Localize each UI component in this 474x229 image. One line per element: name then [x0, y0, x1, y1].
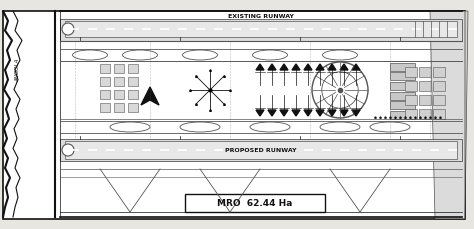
Polygon shape — [352, 111, 360, 117]
Polygon shape — [328, 111, 336, 117]
Text: ANGOLA: ANGOLA — [16, 58, 20, 81]
Bar — [433, 68, 445, 78]
Polygon shape — [304, 111, 312, 117]
Bar — [128, 65, 138, 74]
Bar — [405, 68, 417, 78]
Circle shape — [62, 24, 74, 36]
Bar — [390, 63, 415, 71]
Bar — [419, 68, 431, 78]
Polygon shape — [256, 65, 264, 71]
Bar — [405, 95, 417, 106]
Bar — [114, 104, 124, 112]
Bar — [114, 78, 124, 87]
Bar — [128, 78, 138, 87]
Polygon shape — [316, 111, 324, 117]
Bar — [100, 65, 110, 74]
Text: PROPOSED RUNWAY: PROPOSED RUNWAY — [225, 148, 297, 153]
Bar — [60, 139, 462, 161]
Polygon shape — [141, 88, 159, 106]
Bar — [419, 82, 431, 92]
Bar — [128, 91, 138, 100]
Bar — [433, 82, 445, 92]
Bar — [390, 112, 415, 120]
Bar — [390, 92, 415, 100]
Bar — [185, 194, 325, 212]
Polygon shape — [430, 12, 468, 219]
Bar — [65, 141, 457, 159]
Bar — [100, 91, 110, 100]
Bar — [100, 78, 110, 87]
Polygon shape — [316, 65, 324, 71]
Polygon shape — [280, 65, 288, 71]
Polygon shape — [340, 65, 348, 71]
Polygon shape — [256, 111, 264, 117]
Bar — [114, 65, 124, 74]
Polygon shape — [292, 111, 300, 117]
Polygon shape — [268, 111, 276, 117]
Bar — [65, 22, 457, 38]
Bar — [390, 73, 415, 81]
Bar — [114, 91, 124, 100]
Polygon shape — [352, 65, 360, 71]
Bar — [433, 95, 445, 106]
Polygon shape — [304, 65, 312, 71]
Text: MRO  62.44 Ha: MRO 62.44 Ha — [217, 199, 292, 208]
Polygon shape — [292, 65, 300, 71]
Polygon shape — [340, 111, 348, 117]
Bar — [419, 95, 431, 106]
Polygon shape — [268, 65, 276, 71]
Bar — [100, 104, 110, 112]
Bar — [390, 83, 415, 91]
Bar — [390, 102, 415, 110]
Polygon shape — [280, 111, 288, 117]
Bar — [419, 109, 431, 120]
Bar — [405, 82, 417, 92]
Text: EXISTING RUNWAY: EXISTING RUNWAY — [228, 14, 294, 19]
Circle shape — [62, 144, 74, 156]
Bar — [433, 109, 445, 120]
Bar — [60, 20, 462, 42]
Bar — [405, 109, 417, 120]
Polygon shape — [328, 65, 336, 71]
Bar — [128, 104, 138, 112]
